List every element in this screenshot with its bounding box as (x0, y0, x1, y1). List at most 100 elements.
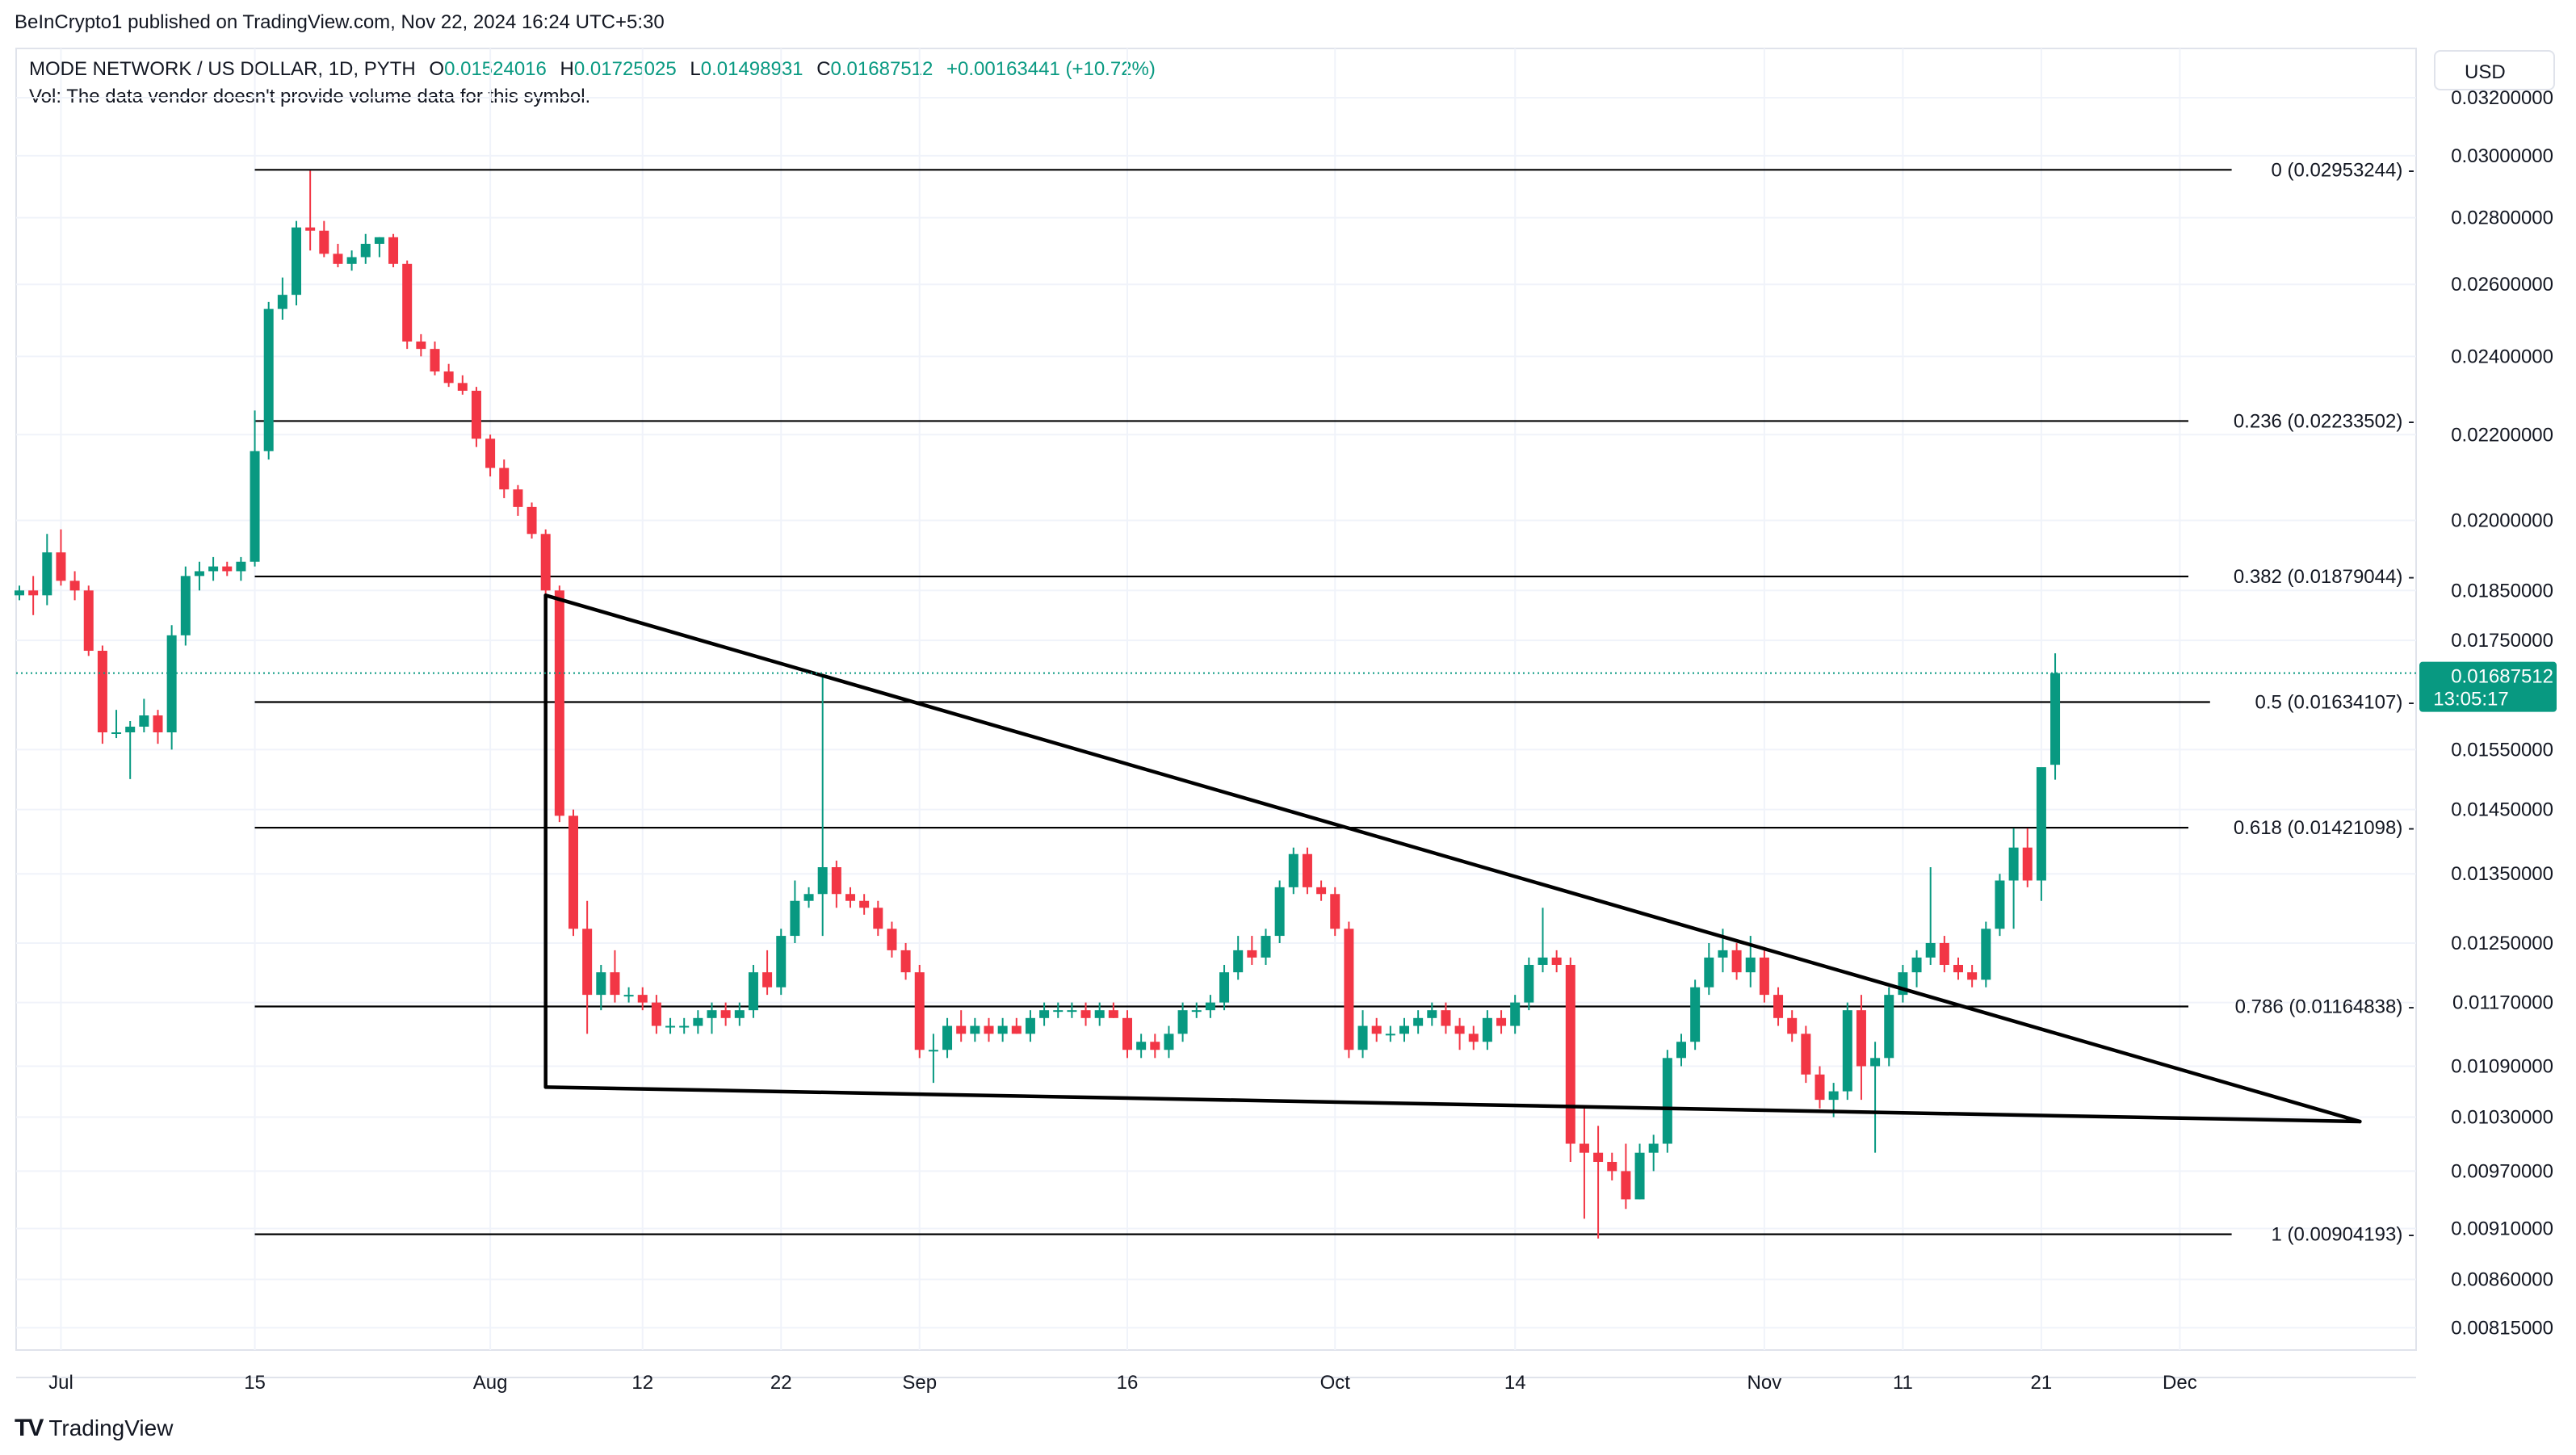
candle-body (623, 995, 634, 997)
candle-body (1247, 950, 1257, 958)
candle-body (928, 1050, 938, 1052)
candle-body (1427, 1010, 1437, 1018)
countdown-label: 13:05:17 (2433, 689, 2508, 711)
candle-body (1538, 957, 1548, 965)
candle-body (1094, 1010, 1105, 1018)
price-tick-label: 0.00815000 (2451, 1317, 2553, 1339)
candle-body (125, 726, 136, 732)
candle-body (83, 590, 94, 651)
candle-body (1690, 987, 1701, 1042)
candle-body (471, 390, 481, 439)
close-label: C (816, 58, 831, 80)
candle-body (748, 972, 758, 1011)
current-price-tag (2419, 661, 2557, 712)
candle-body (1080, 1010, 1091, 1018)
time-tick-label: 22 (770, 1372, 792, 1394)
candle-body (527, 506, 537, 535)
price-tick-label: 0.01450000 (2451, 799, 2553, 821)
candle-body (1662, 1058, 1672, 1144)
candle-body (1815, 1074, 1825, 1101)
candle-body (1870, 1058, 1881, 1067)
price-tick-label: 0.02400000 (2451, 346, 2553, 367)
candle-body (1205, 1002, 1215, 1011)
candle-body (333, 254, 343, 264)
candle-body (1524, 964, 1534, 1003)
candle-body (1842, 1010, 1852, 1092)
candle-body (568, 816, 578, 929)
time-tick-label: 16 (1117, 1372, 1139, 1394)
candle-body (1995, 880, 2005, 929)
candle-body (1330, 894, 1340, 929)
candle-body (1441, 1010, 1451, 1026)
candle-body (1122, 1017, 1132, 1050)
candle-body (208, 566, 219, 572)
candle-body (1801, 1034, 1811, 1075)
candle-body (1648, 1143, 1659, 1153)
candle-body (1939, 942, 1949, 965)
candle-body (1884, 995, 1894, 1059)
candle-body (56, 552, 66, 581)
candle-body (707, 1010, 717, 1018)
candle-body (2022, 847, 2033, 881)
symbol-legend: MODE NETWORK / US DOLLAR, 1D, PYTH O0.01… (29, 58, 1156, 81)
candle-body (2050, 673, 2061, 765)
currency-button[interactable]: USD (2434, 50, 2555, 90)
candle-body (1316, 887, 1327, 895)
candle-body (1025, 1017, 1035, 1034)
candle-body (1164, 1034, 1174, 1050)
time-tick-label: Dec (2163, 1372, 2197, 1394)
fib-level-label: 0.236 (0.02233502) - (2234, 410, 2414, 432)
candle-body (831, 866, 841, 895)
trendline[interactable] (543, 593, 2362, 1124)
candle-body (1468, 1034, 1479, 1042)
candle-body (166, 635, 177, 732)
candle-body (139, 715, 149, 727)
candle-body (1288, 853, 1298, 887)
candle-body (1787, 1017, 1798, 1034)
candle-body (1718, 950, 1728, 958)
time-tick-label: 15 (244, 1372, 266, 1394)
candle-body (1967, 972, 1978, 980)
high-label: H (560, 58, 574, 80)
candle-body (817, 866, 828, 895)
candle-body (970, 1025, 980, 1034)
candle-body (1344, 929, 1354, 1050)
candle-body (1233, 950, 1244, 973)
fib-level-label: 0.786 (0.01164838) - (2235, 996, 2414, 1018)
candle-body (1039, 1010, 1050, 1018)
price-tick-label: 0.01170000 (2452, 992, 2553, 1014)
candle-body (443, 371, 454, 384)
candle-body (637, 995, 648, 1003)
price-tick-label: 0.02600000 (2451, 274, 2553, 296)
candle-body (1261, 936, 1271, 958)
candle-body (720, 1010, 731, 1018)
candle-body (1981, 929, 1991, 980)
candle-body (1011, 1025, 1022, 1034)
price-tick-label: 0.00970000 (2451, 1160, 2553, 1182)
candle-body (651, 1002, 661, 1026)
low-value: 0.01498931 (700, 58, 803, 80)
candle-body (1634, 1152, 1645, 1200)
candle-body (69, 581, 80, 591)
fib-retracement[interactable]: 0 (0.02953244) - 0.236 (0.02233502) - 0.38… (254, 159, 2414, 1246)
time-tick-label: Jul (48, 1372, 73, 1394)
candle-body (914, 972, 925, 1050)
candle-body (457, 383, 468, 391)
candle-body (180, 576, 191, 635)
candle-body (693, 1017, 703, 1026)
candle-body (346, 257, 357, 264)
candle-body (582, 929, 593, 996)
candle-body (416, 341, 426, 350)
trendlines[interactable] (543, 593, 2362, 1124)
axes[interactable]: 0.03200000 0.03000000 0.02800000 0.02600000… (48, 87, 2553, 1394)
symbol-name[interactable]: MODE NETWORK / US DOLLAR, 1D, PYTH (29, 58, 416, 80)
trendline[interactable] (543, 1085, 2362, 1124)
time-tick-label: 14 (1504, 1372, 1526, 1394)
plot-frame (15, 48, 2417, 1351)
price-tick-label: 0.01250000 (2451, 933, 2553, 954)
candle-body (1177, 1010, 1188, 1034)
candle-body (1357, 1025, 1368, 1050)
candle-body (887, 929, 897, 950)
